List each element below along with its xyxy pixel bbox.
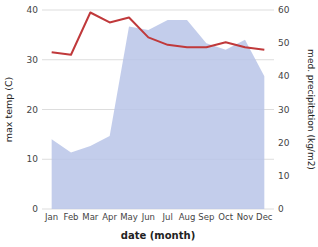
x-tick-label: Jul: [162, 212, 173, 222]
y2-tick-label: 0: [278, 204, 284, 214]
x-tick-label: Jan: [44, 212, 58, 222]
temp-line: [52, 12, 265, 54]
precip-area: [52, 20, 265, 209]
x-tick-label: May: [120, 212, 138, 222]
y-tick-label: 30: [27, 55, 39, 65]
x-tick-label: Nov: [237, 212, 254, 222]
y-tick-label: 20: [27, 105, 39, 115]
chart: 0 10 20 30 40 0 10 20 30 40 50 60 Jan Feb MarAprMayJun…: [0, 0, 318, 247]
x-tick-label: Feb: [63, 212, 78, 222]
y2-tick-label: 20: [278, 138, 290, 148]
y2-tick-label: 10: [278, 171, 290, 181]
x-tick-label: Aug: [179, 212, 196, 222]
y2-tick-label: 50: [278, 38, 290, 48]
x-tick-label: Oct: [218, 212, 233, 222]
x-tick-label: Sep: [198, 212, 214, 222]
data-area: [52, 12, 265, 209]
x-axis-label: date (month): [121, 230, 195, 241]
y-axis-label: max temp (C): [3, 77, 14, 143]
y-tick-label: 10: [27, 154, 39, 164]
x-tick-label: Apr: [102, 212, 117, 222]
grid: [42, 10, 274, 209]
x-tick-label: Mar: [82, 212, 99, 222]
grid-line: [42, 10, 274, 11]
y-tick-label: 40: [27, 5, 39, 15]
x-tick-label: Dec: [256, 212, 273, 222]
x-tick-label: Jun: [141, 212, 155, 222]
y2-tick-label: 60: [278, 5, 290, 15]
y-tick-label: 0: [32, 204, 38, 214]
y2-tick-label: 30: [278, 105, 290, 115]
y2-axis-label: med. precipitation (kg/m2): [306, 49, 316, 170]
y2-tick-label: 40: [278, 71, 290, 81]
